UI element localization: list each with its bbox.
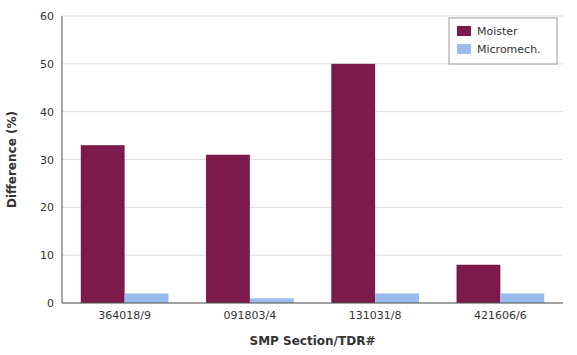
bar xyxy=(457,265,501,303)
grid-line xyxy=(62,16,563,17)
grid-line xyxy=(62,207,563,208)
bar xyxy=(250,298,294,303)
y-tick-label: 30 xyxy=(40,154,54,167)
legend: Moister Micromech. xyxy=(449,18,557,64)
chart-svg: 0 10 20 30 40 50 60 364018/9 091803/4 131031/8 421… xyxy=(0,0,577,355)
x-tick-label: 131031/8 xyxy=(349,309,402,322)
legend-swatch xyxy=(457,26,471,36)
grid-line xyxy=(62,159,563,160)
x-axis-line xyxy=(62,303,563,304)
y-tick-label: 60 xyxy=(40,10,54,23)
x-axis-label: SMP Section/TDR# xyxy=(250,334,376,348)
y-axis-line xyxy=(62,16,63,303)
legend-box xyxy=(449,18,557,64)
y-axis-label: Difference (%) xyxy=(5,111,19,208)
legend-label: Moister xyxy=(477,25,518,38)
y-tick-label: 10 xyxy=(40,249,54,262)
y-tick-label: 0 xyxy=(47,297,54,310)
bars xyxy=(81,64,544,303)
chart-container: 0 10 20 30 40 50 60 364018/9 091803/4 131031/8 421… xyxy=(0,0,577,355)
y-tick-label: 50 xyxy=(40,58,54,71)
grid-line xyxy=(62,303,563,304)
bar xyxy=(375,293,419,303)
grid-line xyxy=(62,111,563,112)
legend-label: Micromech. xyxy=(477,43,541,56)
bar xyxy=(500,293,544,303)
x-tick-label: 421606/6 xyxy=(474,309,527,322)
grid-line xyxy=(62,255,563,256)
bar xyxy=(206,155,250,303)
y-tick-label: 40 xyxy=(40,106,54,119)
x-tick-label: 364018/9 xyxy=(98,309,151,322)
grid xyxy=(62,16,563,303)
x-tick-label: 091803/4 xyxy=(224,309,277,322)
legend-swatch xyxy=(457,44,471,54)
bar xyxy=(125,293,169,303)
y-tick-label: 20 xyxy=(40,201,54,214)
bar xyxy=(81,145,125,303)
bar xyxy=(331,64,375,303)
